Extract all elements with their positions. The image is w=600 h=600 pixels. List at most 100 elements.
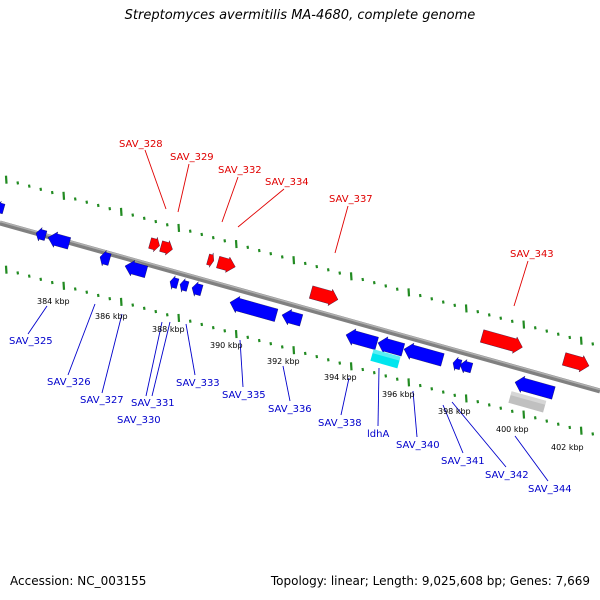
- minor-tick: [315, 354, 319, 359]
- gene-label[interactable]: SAV_340: [396, 440, 440, 451]
- gene-label[interactable]: SAV_327: [80, 395, 124, 406]
- gene-arrow-shape: [345, 328, 379, 350]
- gene-arrow: [47, 231, 71, 250]
- scale-label: 402 kbp: [551, 443, 584, 452]
- minor-tick: [257, 248, 261, 253]
- minor-tick: [165, 313, 169, 317]
- major-tick: [349, 272, 353, 281]
- gene-arrow-shade: [151, 237, 158, 240]
- gene-label[interactable]: SAV_330: [117, 415, 161, 426]
- minor-tick: [200, 232, 204, 237]
- callout-line: [513, 260, 529, 307]
- minor-tick: [476, 310, 480, 314]
- gene-label[interactable]: SAV_331: [131, 398, 175, 409]
- gene-label[interactable]: SAV_325: [9, 336, 53, 347]
- minor-tick: [280, 255, 284, 259]
- callout-line: [442, 404, 464, 454]
- gene-arrow: [281, 309, 304, 327]
- minor-tick: [211, 235, 215, 240]
- gene-label[interactable]: SAV_328: [119, 139, 163, 150]
- minor-tick: [568, 335, 572, 340]
- callout-line: [377, 367, 380, 427]
- gene-arrow: [459, 359, 474, 374]
- callout-line: [185, 323, 196, 376]
- gene-label[interactable]: SAV_326: [47, 377, 91, 388]
- minor-tick: [556, 332, 560, 336]
- minor-tick: [142, 216, 146, 221]
- gene-arrow: [403, 342, 445, 367]
- callout-line: [334, 205, 349, 254]
- scale-label: 388 kbp: [152, 325, 185, 334]
- minor-tick: [591, 432, 595, 436]
- gene-arrow: [514, 375, 556, 400]
- major-tick: [407, 378, 411, 387]
- gene-arrow-shape: [480, 329, 523, 354]
- gene-arrow: [216, 256, 236, 273]
- minor-tick: [510, 409, 514, 414]
- gene-label[interactable]: SAV_335: [222, 390, 266, 401]
- gene-arrow-shade: [197, 281, 204, 286]
- minor-tick: [85, 200, 89, 204]
- callout-line: [239, 339, 244, 388]
- gene-label[interactable]: SAV_343: [510, 249, 554, 260]
- minor-tick: [27, 184, 31, 188]
- gene-arrow-shape: [148, 236, 160, 253]
- scale-label: 386 kbp: [95, 312, 128, 321]
- gene-arrow: [0, 201, 6, 215]
- gene-arrow-shade: [0, 201, 6, 205]
- callout-line: [412, 390, 418, 438]
- minor-tick: [499, 316, 503, 320]
- minor-tick: [395, 377, 399, 381]
- minor-tick: [361, 277, 365, 282]
- gene-arrow-shape: [124, 260, 148, 278]
- minor-tick: [108, 296, 112, 301]
- gene-label[interactable]: SAV_333: [176, 378, 220, 389]
- gene-label[interactable]: SAV_332: [218, 165, 262, 176]
- gene-arrow: [377, 336, 405, 357]
- gene-arrow-shade: [291, 309, 303, 315]
- gene-arrow-shape: [159, 240, 173, 256]
- gene-features: [0, 201, 590, 413]
- minor-tick: [73, 197, 77, 201]
- feature-box: [508, 391, 547, 413]
- label-callouts: [27, 149, 549, 482]
- scale-label: 390 kbp: [210, 341, 243, 350]
- minor-tick: [568, 425, 572, 430]
- gene-label[interactable]: SAV_344: [528, 484, 572, 495]
- gene-arrow-shape: [179, 278, 190, 293]
- minor-tick: [418, 383, 422, 388]
- gene-arrow-shade: [355, 328, 379, 338]
- minor-tick: [269, 252, 273, 256]
- gene-arrow-shade: [565, 352, 584, 358]
- callout-line: [221, 176, 239, 223]
- gene-label[interactable]: SAV_341: [441, 456, 485, 467]
- minor-tick: [487, 313, 491, 317]
- major-tick: [464, 304, 468, 313]
- gene-label[interactable]: SAV_342: [485, 470, 529, 481]
- gene-label[interactable]: SAV_329: [170, 152, 214, 163]
- minor-tick: [476, 400, 480, 404]
- minor-tick: [165, 223, 169, 227]
- gene-label[interactable]: SAV_336: [268, 404, 312, 415]
- gene-label[interactable]: SAV_337: [329, 194, 373, 205]
- gene-arrow: [229, 296, 279, 322]
- callout-line: [151, 321, 171, 397]
- gene-label[interactable]: SAV_338: [318, 418, 362, 429]
- gene-arrow-shade: [387, 336, 405, 344]
- minor-tick: [441, 300, 445, 304]
- minor-tick: [96, 293, 100, 298]
- scale-label: 398 kbp: [438, 407, 471, 416]
- gene-label[interactable]: ldhA: [367, 429, 389, 440]
- gene-arrow-shape: [47, 231, 71, 250]
- major-tick: [579, 336, 583, 345]
- minor-tick: [372, 371, 376, 375]
- gene-arrow: [99, 249, 112, 267]
- minor-tick: [453, 303, 457, 307]
- gene-arrow-shade: [162, 240, 170, 243]
- minor-tick: [430, 297, 434, 301]
- gene-label[interactable]: SAV_334: [265, 177, 309, 188]
- major-tick: [62, 281, 66, 290]
- major-tick: [522, 410, 526, 419]
- major-tick: [4, 175, 8, 184]
